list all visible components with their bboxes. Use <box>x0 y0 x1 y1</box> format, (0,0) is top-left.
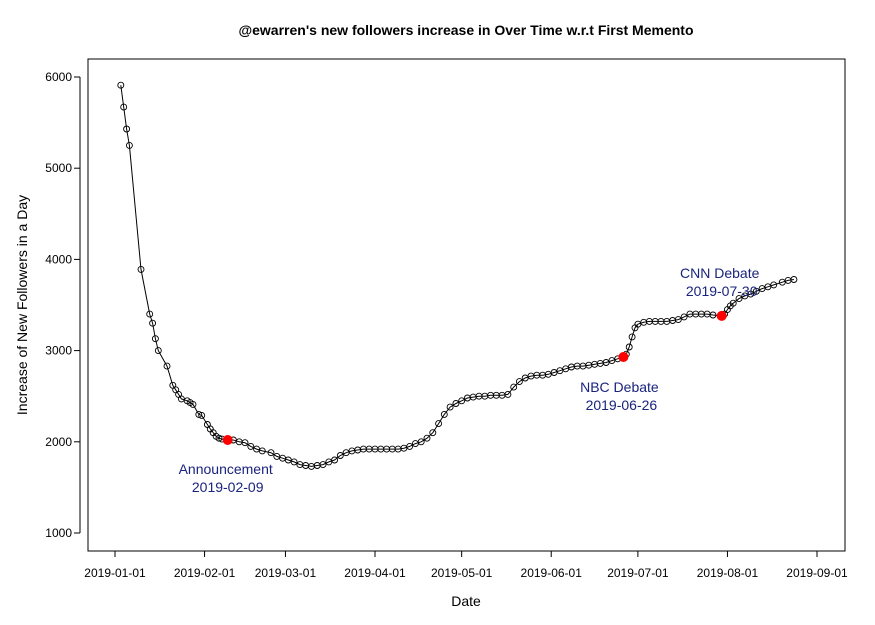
data-point <box>729 299 737 307</box>
highlight-point <box>222 435 233 445</box>
data-point <box>770 281 778 289</box>
x-axis: 2019-01-01 2019-02-01 2019-03-01 2019-04-01… <box>84 550 848 580</box>
annotation-date: 2019-02-09 <box>192 479 264 495</box>
data-point <box>331 456 339 464</box>
x-tick-label: 2019-08-01 <box>697 566 759 580</box>
annotation-date: 2019-07-30 <box>686 283 758 299</box>
data-point <box>674 316 682 324</box>
data-point <box>154 347 162 355</box>
y-axis-label: Increase of New Followers in a Day <box>14 195 30 415</box>
data-point <box>709 311 717 319</box>
data-point <box>625 343 633 351</box>
data-point <box>146 310 154 318</box>
y-axis: 1000 2000 3000 4000 5000 6000 <box>45 70 81 540</box>
data-point <box>446 403 454 411</box>
annotation-label: Announcement <box>179 461 273 477</box>
data-point <box>163 362 171 370</box>
data-point <box>267 449 275 457</box>
data-point <box>149 319 157 327</box>
data-point <box>752 287 760 295</box>
chart-title: @ewarren's new followers increase in Ove… <box>238 22 693 38</box>
data-point <box>241 439 249 447</box>
x-tick-label: 2019-02-01 <box>174 566 236 580</box>
annotation-date: 2019-06-26 <box>586 397 658 413</box>
series-layer <box>117 81 798 470</box>
data-point <box>189 400 197 408</box>
x-tick-label: 2019-06-01 <box>521 566 583 580</box>
x-tick-label: 2019-01-01 <box>84 566 146 580</box>
data-point <box>290 458 298 466</box>
x-tick-label: 2019-03-01 <box>255 566 317 580</box>
series-line <box>120 85 794 467</box>
highlight-layer: Announcement 2019-02-09 NBC Debate 2019-06-… <box>179 265 760 495</box>
x-tick-label: 2019-09-01 <box>786 566 848 580</box>
data-point <box>680 313 688 321</box>
data-point <box>435 420 443 428</box>
data-point <box>429 429 437 437</box>
data-point <box>423 434 431 442</box>
data-point <box>504 390 512 398</box>
y-tick-label: 2000 <box>45 435 72 449</box>
data-point <box>258 447 266 455</box>
highlight-point <box>716 310 727 321</box>
data-point <box>125 141 133 149</box>
data-point <box>123 125 131 133</box>
x-tick-label: 2019-04-01 <box>344 566 406 580</box>
y-tick-label: 6000 <box>45 70 72 84</box>
data-point <box>515 378 523 386</box>
data-point <box>747 290 755 298</box>
data-point <box>319 461 327 469</box>
data-point <box>406 442 414 450</box>
data-point <box>336 452 344 459</box>
annotation-label: CNN Debate <box>680 265 760 281</box>
data-point <box>151 335 159 343</box>
y-tick-label: 1000 <box>45 526 72 540</box>
data-point <box>452 400 460 407</box>
data-point <box>735 295 743 303</box>
data-point <box>510 383 518 391</box>
data-point <box>117 81 125 89</box>
data-point <box>195 410 203 418</box>
y-tick-label: 3000 <box>45 344 72 358</box>
data-point <box>417 438 425 446</box>
data-point <box>458 397 466 405</box>
y-tick-label: 4000 <box>45 252 72 266</box>
data-point <box>120 103 128 111</box>
x-tick-label: 2019-05-01 <box>431 566 493 580</box>
x-tick-label: 2019-07-01 <box>607 566 669 580</box>
data-point <box>215 434 223 442</box>
y-tick-label: 5000 <box>45 161 72 175</box>
data-point <box>790 276 798 283</box>
x-axis-label: Date <box>451 593 481 609</box>
data-point <box>198 411 206 419</box>
data-point <box>137 265 145 273</box>
data-point <box>440 410 448 418</box>
data-point <box>247 442 255 450</box>
data-point <box>628 333 636 341</box>
highlight-point <box>618 352 629 362</box>
annotation-label: NBC Debate <box>580 379 659 395</box>
